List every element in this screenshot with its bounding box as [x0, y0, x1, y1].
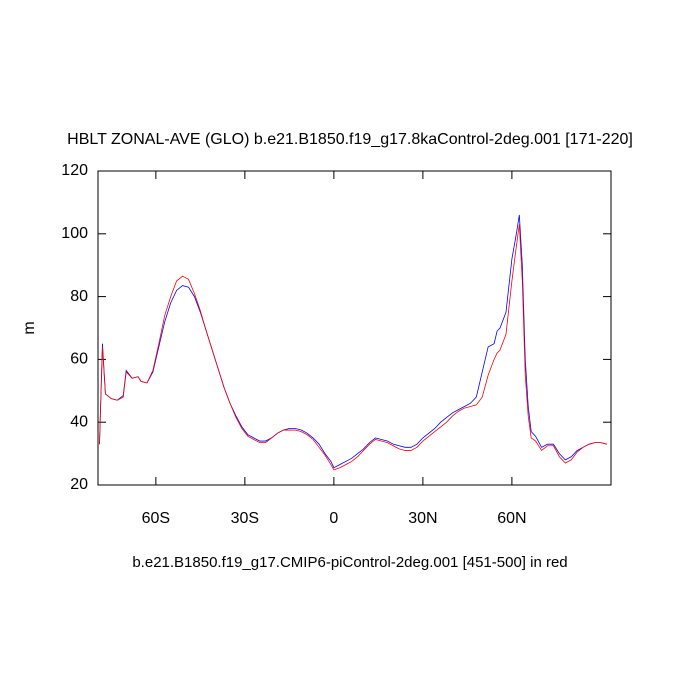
y-tick-label: 100: [61, 225, 88, 242]
data-line: [99, 224, 607, 471]
x-tick-label: 60N: [497, 510, 526, 527]
y-axis-label: m: [21, 321, 38, 334]
y-tick-label: 80: [70, 288, 88, 305]
x-tick-label: 60S: [142, 510, 170, 527]
y-tick-label: 20: [70, 476, 88, 493]
x-tick-label: 30S: [231, 510, 259, 527]
chart-title: HBLT ZONAL-AVE (GLO) b.e21.B1850.f19_g17…: [67, 131, 633, 148]
plot-frame: [97, 170, 612, 486]
x-tick-label: 0: [329, 510, 338, 527]
x-axis-label: b.e21.B1850.f19_g17.CMIP6-piControl-2deg…: [132, 554, 567, 571]
x-tick-label: 30N: [408, 510, 437, 527]
y-tick-label: 60: [70, 351, 88, 368]
y-tick-label: 40: [70, 413, 88, 430]
data-line: [99, 214, 607, 469]
y-tick-label: 120: [61, 162, 88, 179]
